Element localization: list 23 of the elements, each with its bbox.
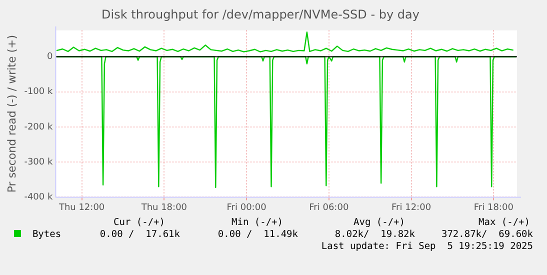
y-tick-label: -200 k — [24, 122, 54, 132]
y-tick-label: -300 k — [24, 157, 54, 168]
y-tick-label: 0 — [46, 52, 53, 62]
text: 372.87k/ 69.60k — [441, 229, 533, 240]
x-tick-label: Fri 00:00 — [226, 202, 267, 213]
text: 0.00 / 17.61k — [100, 229, 180, 240]
x-tick-label: Fri 12:00 — [392, 202, 432, 213]
text: Cur (-/+) — [114, 217, 165, 228]
chart-title: Disk throughput for /dev/mapper/NVMe-SSD - by day — [102, 7, 420, 22]
y-tick-label: -400 k — [24, 192, 54, 203]
y-tick-label: -100 k — [24, 87, 54, 98]
x-tick-label: Thu 18:00 — [140, 202, 188, 213]
text: 0.00 / 11.49k — [218, 229, 298, 240]
text: 8.02k/ 19.82k — [334, 229, 415, 240]
x-tick-label: Fri 18:00 — [474, 202, 514, 213]
y-axis-title: Pr second read (-) / write (+) — [5, 34, 18, 193]
x-tick-label: Fri 06:00 — [309, 202, 349, 213]
text: Avg (-/+) — [354, 217, 405, 228]
text: Last update: Fri Sep 5 19:25:19 2025 — [321, 241, 533, 252]
text: Min (-/+) — [232, 217, 283, 228]
text: Max (-/+) — [478, 217, 530, 228]
x-tick-label: Thu 12:00 — [58, 202, 105, 213]
legend-label: Bytes — [31, 229, 62, 240]
